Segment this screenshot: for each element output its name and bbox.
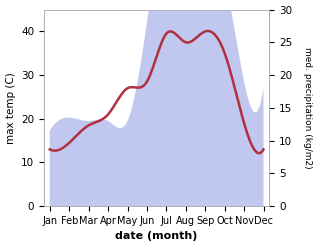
Y-axis label: med. precipitation (kg/m2): med. precipitation (kg/m2) <box>303 47 313 169</box>
Y-axis label: max temp (C): max temp (C) <box>5 72 16 144</box>
X-axis label: date (month): date (month) <box>115 231 198 242</box>
